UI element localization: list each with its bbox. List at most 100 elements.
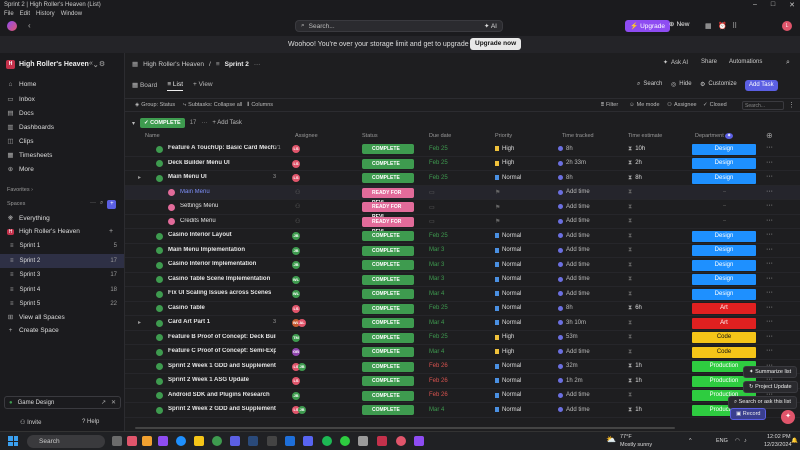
due-date[interactable]: Mar 4 [429,406,445,413]
task-name[interactable]: Fix UI Scaling Issues across Scenes [168,290,272,296]
avatar[interactable]: LS [292,145,300,153]
status-check-icon[interactable] [156,406,163,414]
app-icon[interactable] [340,436,350,446]
time-tracked[interactable]: Add time [558,407,590,413]
avatar[interactable]: LS [292,304,300,313]
status-check-icon[interactable] [156,348,163,356]
more-dots-icon[interactable]: ··· [766,260,773,267]
menu-file[interactable]: File [4,11,14,17]
notification-bell-icon[interactable]: 🔔 [791,438,798,444]
priority[interactable]: Normal [495,262,521,268]
task-name[interactable]: Casino Table Scene Implementation [168,275,271,282]
priority[interactable]: Normal [495,233,521,239]
due-date[interactable]: Mar 4 [429,319,445,326]
more-dots-icon[interactable]: ··· [766,202,773,209]
more-dots-icon[interactable]: ··· [766,347,773,354]
status-check-icon[interactable] [156,232,163,240]
expand-caret-icon[interactable]: ▸ [138,175,142,181]
sidebar-item-sprint-3[interactable]: ≡ Sprint 3 17 [10,272,117,278]
sidebar-item-home[interactable]: ⌂ Home [8,81,37,88]
avatar[interactable]: LS [292,406,300,414]
time-tracked[interactable]: Add time [558,218,590,224]
department-tag[interactable]: Production [692,361,756,372]
me-mode-chip[interactable]: ☺ Me mode [629,102,660,108]
collapse-sidebar-icon[interactable]: « [89,60,93,67]
time-estimate[interactable]: ⧗ 6h [628,305,642,311]
language-indicator[interactable]: ENG [716,438,728,444]
filter-chip[interactable]: ⩩ Filter [601,102,619,108]
status-badge[interactable]: READY FOR REVI... [362,202,414,220]
column-time-tracked[interactable]: Time tracked [562,133,594,139]
sidebar-item-sprint-5[interactable]: ≡ Sprint 5 22 [10,301,117,307]
priority[interactable]: Normal [495,392,521,398]
add-assignee-icon[interactable]: ⚇ [295,189,301,196]
volume-icon[interactable]: ♪ [744,438,747,444]
avatar[interactable]: TM [292,333,300,342]
priority[interactable]: High [495,146,514,152]
more-dots-icon[interactable]: ··· [90,200,96,206]
sidebar-space[interactable]: H High Roller's Heaven [7,228,80,235]
task-name[interactable]: Credits Menu [180,217,216,224]
status-badge[interactable]: READY FOR REVI... [362,216,414,235]
time-tracked[interactable]: 2h 33m [558,160,586,166]
task-row[interactable]: Sprint 2 Week 1 ASG Update LS COMPLETE Feb … [125,374,800,389]
time-tracked[interactable]: 3h 10m [558,320,586,326]
hourglass-icon[interactable]: ⧗ [628,348,633,355]
create-space[interactable]: + Create Space [8,327,59,334]
status-check-icon[interactable] [156,290,163,298]
sidebar-item-inbox[interactable]: ▭ Inbox [7,95,35,104]
status-badge[interactable]: COMPLETE [362,347,414,357]
assignees[interactable]: LS JB [292,406,306,414]
project-update-button[interactable]: ↻ Project Update [743,381,798,393]
hourglass-icon[interactable]: ⧗ [628,247,633,253]
department-empty[interactable]: – [723,203,727,209]
view-all-spaces[interactable]: ⊞ View all Spaces [7,313,65,322]
task-name[interactable]: Main Menu [180,188,210,195]
status-check-icon[interactable] [168,189,175,196]
vscode-icon[interactable] [285,436,295,446]
task-name[interactable]: Casino Table [168,304,205,311]
assignees[interactable]: JB [292,246,300,255]
time-tracked[interactable]: Add time [558,233,590,239]
department-tag[interactable]: Art [692,303,756,314]
status-check-icon[interactable] [156,276,163,283]
status-check-icon[interactable] [156,392,163,399]
status-badge[interactable]: COMPLETE [362,405,414,415]
taskbar-search[interactable]: Search [27,435,105,448]
add-list-icon[interactable]: + [109,228,114,235]
status-badge[interactable]: COMPLETE [362,376,414,386]
department-tag[interactable]: Code [692,346,756,358]
group-status-chip[interactable]: ◈ Group: Status [135,102,176,108]
more-dots-icon[interactable]: ··· [766,245,773,253]
expand-caret-icon[interactable]: ▸ [138,320,142,326]
task-row[interactable]: Main Menu ⚇ READY FOR REVI... ▭ ⚑ Add time ⧗ – ·… [125,185,800,206]
tab-add-view[interactable]: + View [193,81,213,88]
assignees[interactable]: WL [292,275,300,284]
assignees[interactable]: WL AL [292,319,306,327]
tab-list[interactable]: ≡ List [167,81,184,91]
app-icon[interactable] [158,436,168,446]
record-button[interactable]: ▣ Record [730,408,767,420]
ai-label[interactable]: ✦ AI [483,23,497,30]
task-row[interactable]: Sprint 2 Week 2 GDD and Supplemental Up.… [125,403,800,418]
task-name[interactable]: Casino Interior Layout [168,232,232,238]
assignees[interactable]: JB [292,391,300,400]
assignees[interactable]: LS [292,159,300,168]
menu-history[interactable]: History [36,11,55,17]
chevron-down-icon[interactable]: ▾ [132,120,136,127]
flag-icon[interactable]: ⚑ [495,219,501,225]
status-check-icon[interactable] [156,247,163,254]
assignees[interactable]: LS [292,145,300,153]
due-date[interactable]: Mar 4 [429,290,445,297]
settings-icon[interactable]: ⚙ [98,61,106,68]
task-row[interactable]: Feature C Proof of Concept: Semi-Explora… [125,345,800,360]
time-estimate[interactable]: ⧗ 10h [628,145,646,152]
hourglass-icon[interactable]: ⧗ [628,232,633,239]
app-icon[interactable] [230,436,240,446]
status-check-icon[interactable] [156,305,163,312]
due-date[interactable]: Feb 25 [429,334,448,340]
department-tag[interactable]: Art [692,317,756,329]
task-row[interactable]: Sprint 2 Week 1 GDD and Supplemental Up.… [125,360,800,374]
minimize-icon[interactable]: – [752,1,757,8]
new-button[interactable]: ⊕ New [669,20,690,29]
